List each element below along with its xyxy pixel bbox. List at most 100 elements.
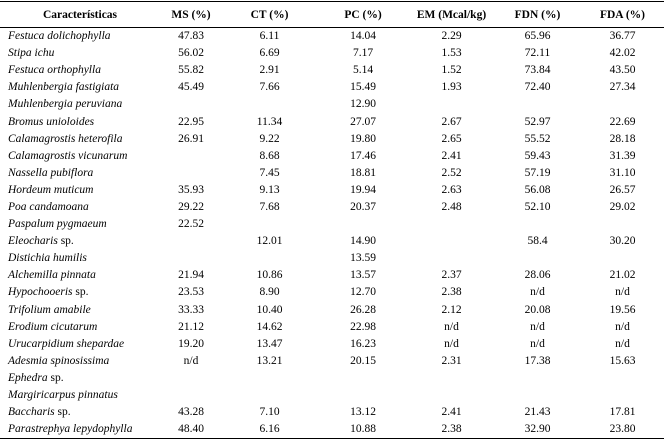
value-cell-fda: 36.77 xyxy=(609,30,636,43)
value-cell-em xyxy=(409,250,494,267)
value-cell-fda: n/d xyxy=(615,337,630,350)
value-cell-ms xyxy=(160,387,222,404)
value-cell-ms: 48.40 xyxy=(160,421,222,440)
species-name-cell: Festuca orthophylla xyxy=(0,62,160,79)
value-cell-ms: 21.12 xyxy=(178,320,204,333)
species-name-cell: Erodium cicutarum xyxy=(0,319,160,336)
value-cell-fdn: 72.11 xyxy=(524,47,551,60)
value-cell-ms: 22.52 xyxy=(178,218,204,231)
value-cell-fdn xyxy=(494,96,581,113)
species-name-cell: Ephedra sp. xyxy=(0,370,160,387)
value-cell-ct: 6.16 xyxy=(222,421,317,440)
value-cell-fda: n/d xyxy=(615,286,630,299)
value-cell-ct: 7.68 xyxy=(259,200,280,213)
value-cell-fdn: 32.90 xyxy=(494,421,581,440)
species-name: Erodium cicutarum xyxy=(8,320,98,333)
value-cell-em: 2.52 xyxy=(441,166,462,179)
species-name-cell: Poa candamoana xyxy=(0,199,160,216)
value-cell-fdn: 56.08 xyxy=(524,183,551,196)
value-cell-em xyxy=(409,216,494,233)
species-name-cell: Eleocharis sp. xyxy=(0,233,160,250)
value-cell-fdn: 55.52 xyxy=(524,132,551,145)
value-cell-em: 2.48 xyxy=(441,200,462,213)
species-name: Calamagrostis heterofila xyxy=(8,132,123,145)
value-cell-fdn: n/d xyxy=(530,337,545,350)
value-cell-ms: 21.94 xyxy=(178,269,204,282)
value-cell-fda: 42.02 xyxy=(609,47,636,60)
species-name: Paspalum pygmaeum xyxy=(8,218,107,231)
species-name-cell: Calamagrostis vicunarum xyxy=(0,148,160,165)
value-cell-fda: 43.50 xyxy=(609,64,636,77)
species-name-cell: Alchemilla pinnata xyxy=(0,267,160,284)
value-cell-fdn: 59.43 xyxy=(524,149,551,162)
species-suffix: sp. xyxy=(47,371,64,384)
value-cell-fda xyxy=(581,387,664,404)
species-name: Stipa ichu xyxy=(8,47,55,60)
value-cell-em xyxy=(409,233,494,250)
table-row: Alchemilla pinnata 21.94 10.86 13.57 2.37 28.… xyxy=(0,267,664,284)
value-cell-fdn: 72.40 xyxy=(524,81,551,94)
table-row: Calamagrostis heterofila 26.91 9.22 19.80 2.… xyxy=(0,131,664,148)
species-name-cell: Trifolium amabile xyxy=(0,302,160,319)
value-cell-pc: 13.57 xyxy=(350,269,376,282)
table-row: Ephedra sp. xyxy=(0,370,664,387)
species-name-cell: Calamagrostis heterofila xyxy=(0,131,160,148)
value-cell-em: 2.37 xyxy=(441,269,462,282)
table-row: Distichia humilis 13.59 xyxy=(0,250,664,267)
species-name: Adesmia spinosissima xyxy=(8,354,110,367)
species-name-cell: Baccharis sp. xyxy=(0,404,160,421)
value-cell-fdn xyxy=(494,370,581,387)
value-cell-fda: 23.80 xyxy=(581,421,664,440)
table-row: Adesmia spinosissima n/d 13.21 20.15 2.31 17.… xyxy=(0,353,664,370)
species-name: Festuca dolichophylla xyxy=(8,30,111,43)
species-name-cell: Urucarpidium shepardae xyxy=(0,336,160,353)
table-row: Erodium cicutarum 21.12 14.62 22.98 n/d n/d n/… xyxy=(0,319,664,336)
value-cell-pc: 22.98 xyxy=(350,320,376,333)
table-row: Muhlenbergia fastigiata 45.49 7.66 15.49 1.9… xyxy=(0,79,664,96)
header-fda: FDA (%) xyxy=(581,1,664,28)
species-name: Urucarpidium shepardae xyxy=(8,337,125,350)
value-cell-ct: 7.10 xyxy=(259,406,280,419)
header-characteristics: Características xyxy=(0,1,160,28)
value-cell-ct xyxy=(222,96,317,113)
value-cell-fda: 19.56 xyxy=(609,303,636,316)
header-pc: PC (%) xyxy=(317,1,409,28)
species-name-cell: Stipa ichu xyxy=(0,45,160,62)
species-name-cell: Adesmia spinosissima xyxy=(0,353,160,370)
species-name: Hypochooeris xyxy=(8,286,73,299)
value-cell-pc: 14.04 xyxy=(350,30,376,43)
table-row: Stipa ichu 56.02 6.69 7.17 1.53 72.11 42.02 xyxy=(0,45,664,62)
value-cell-ms xyxy=(160,250,222,267)
species-name-cell: Margiricarpus pinnatus xyxy=(0,387,160,404)
value-cell-ms: 55.82 xyxy=(178,64,204,77)
value-cell-pc: 26.28 xyxy=(350,303,376,316)
value-cell-ct: 8.90 xyxy=(259,286,280,299)
value-cell-fdn: 58.4 xyxy=(527,235,548,248)
value-cell-em: 1.93 xyxy=(441,81,462,94)
value-cell-fdn: 52.10 xyxy=(524,200,551,213)
value-cell-em: 2.41 xyxy=(441,149,462,162)
species-name-cell: Festuca dolichophylla xyxy=(0,28,160,46)
value-cell-ms: 22.95 xyxy=(178,115,204,128)
species-name-cell: Paspalum pygmaeum xyxy=(0,216,160,233)
value-cell-fda: 27.34 xyxy=(609,81,636,94)
table-header: Características MS (%) CT (%) PC (%) EM … xyxy=(0,1,664,28)
value-cell-pc xyxy=(317,370,409,387)
value-cell-ct: 7.45 xyxy=(259,166,280,179)
table-row: Baccharis sp. 43.28 7.10 13.12 2.41 21.43 17.8… xyxy=(0,404,664,421)
value-cell-fdn: 21.43 xyxy=(524,406,551,419)
value-cell-em xyxy=(409,370,494,387)
table-row: Parastrephya lepydophylla 48.40 6.16 10.88 2… xyxy=(0,421,664,440)
value-cell-fdn: 52.97 xyxy=(524,115,551,128)
species-name: Distichia humilis xyxy=(8,252,87,265)
species-name: Muhlenbergia peruviana xyxy=(8,98,123,111)
table-row: Hordeum muticum 35.93 9.13 19.94 2.63 56.08 26… xyxy=(0,182,664,199)
value-cell-ms: 45.49 xyxy=(178,81,204,94)
species-name: Nassella pubiflora xyxy=(8,166,94,179)
species-suffix: sp. xyxy=(72,286,89,299)
value-cell-pc: 13.12 xyxy=(350,406,376,419)
species-name-cell: Bromus unioloides xyxy=(0,113,160,130)
species-name: Baccharis xyxy=(8,406,55,419)
